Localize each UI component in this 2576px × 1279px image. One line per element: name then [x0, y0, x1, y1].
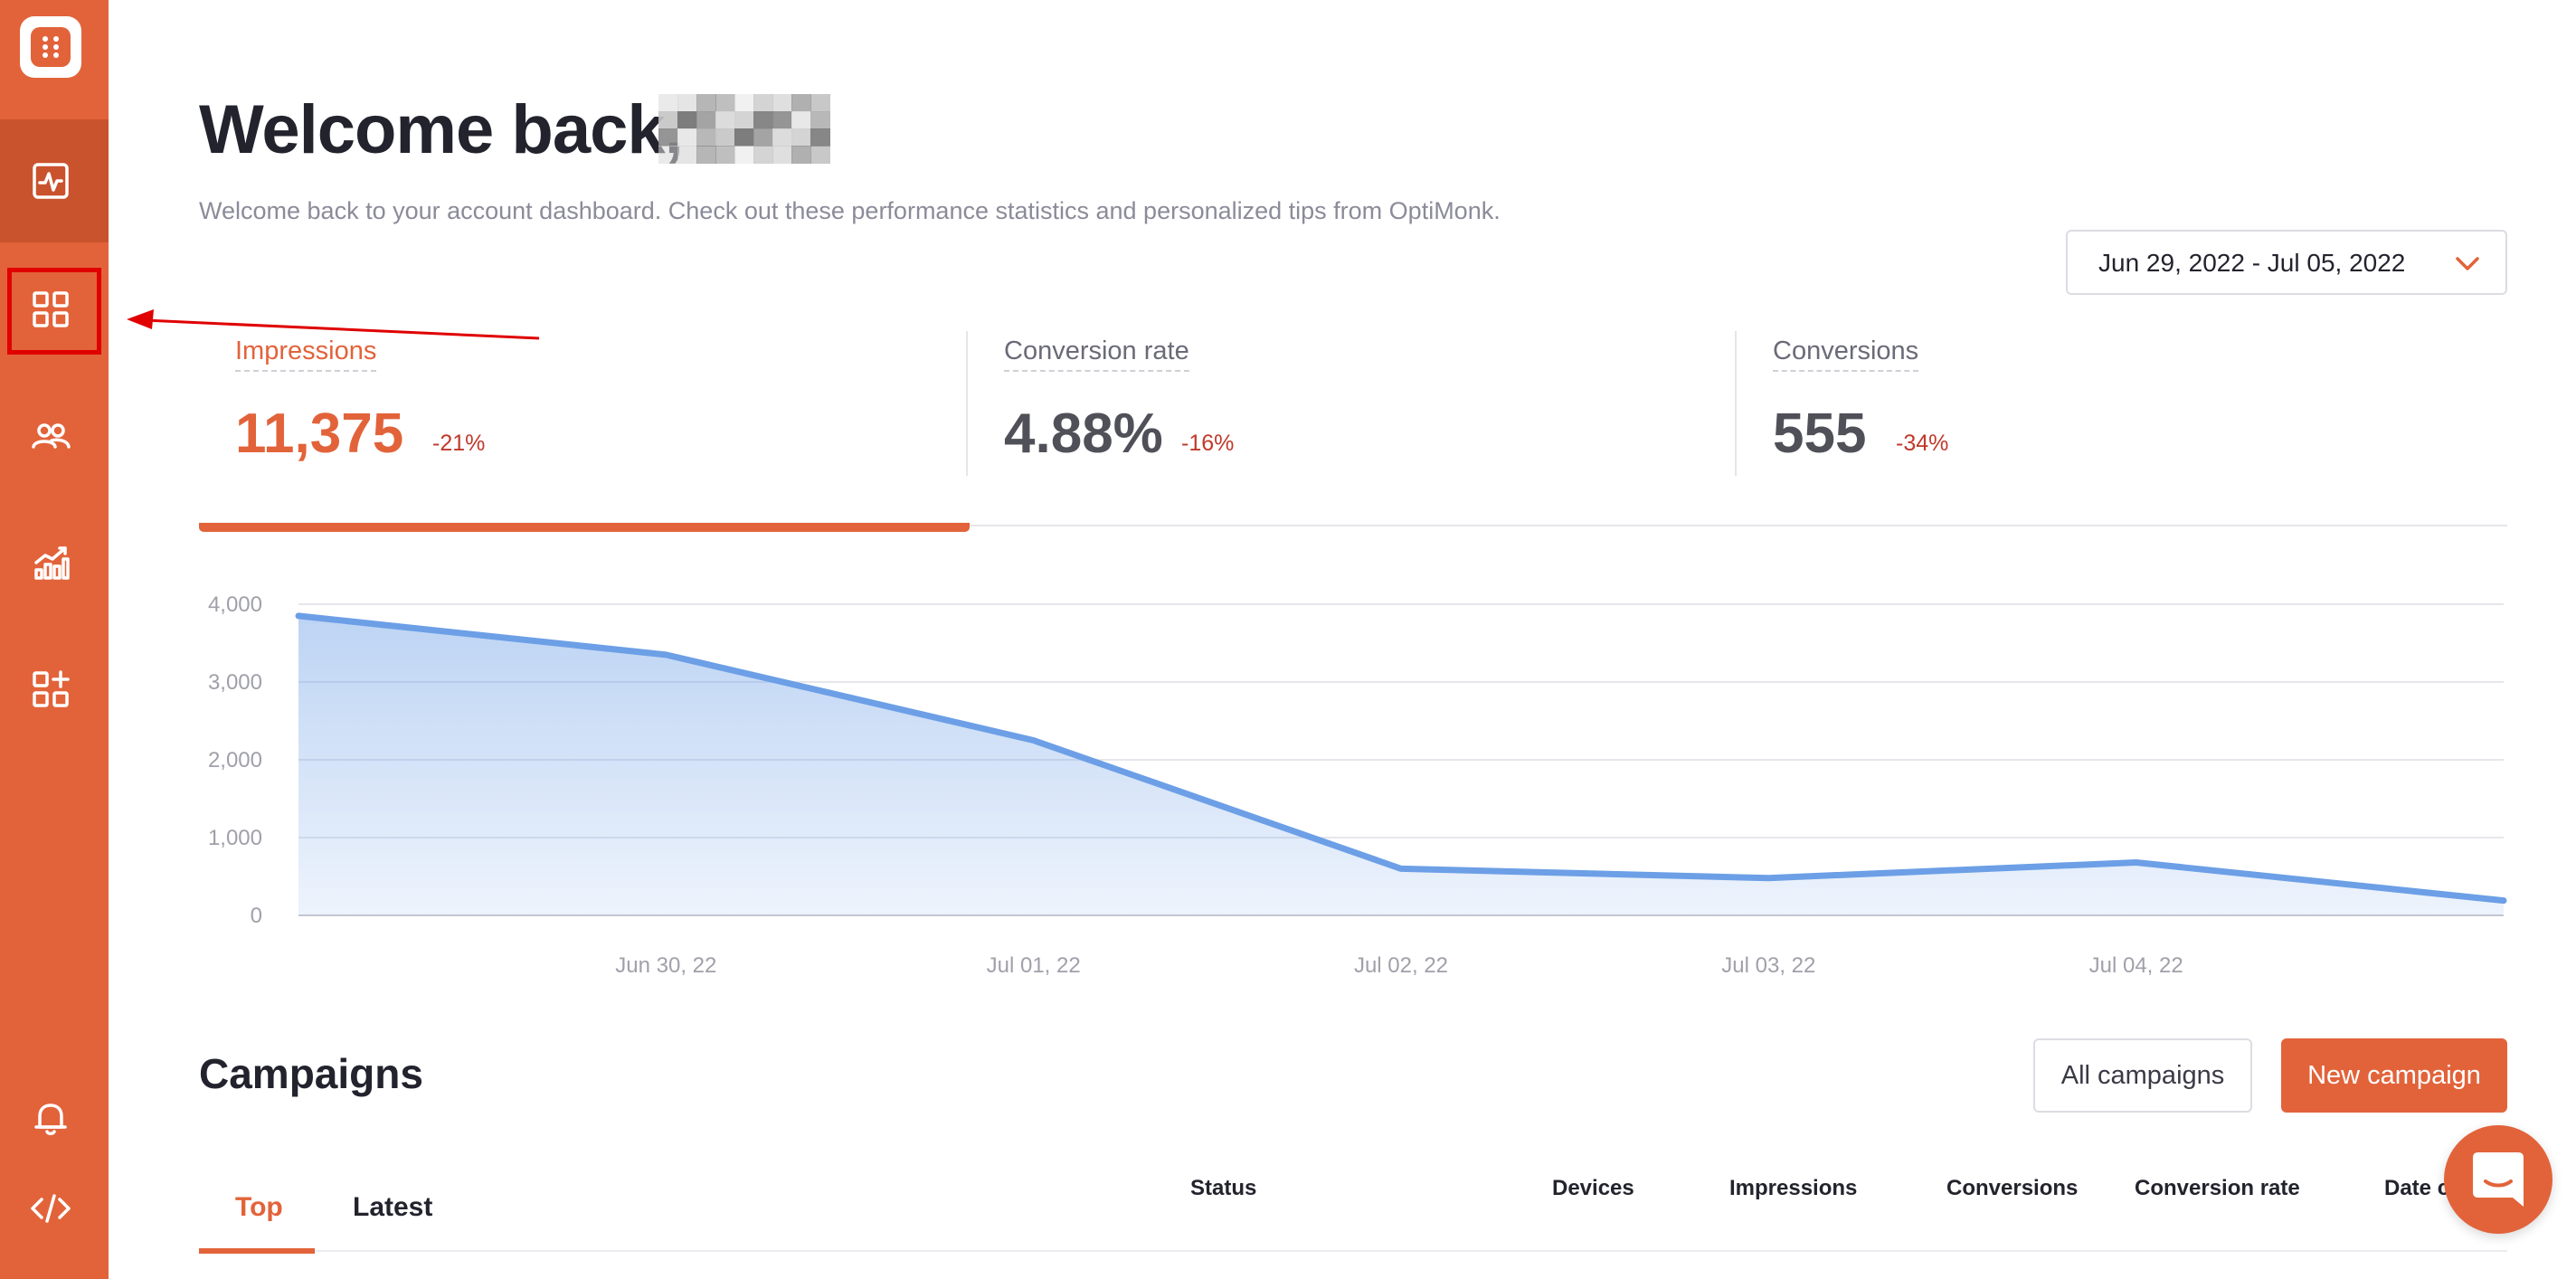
bell-icon	[34, 1104, 67, 1135]
divider	[966, 331, 968, 476]
y-tick-label: 4,000	[208, 592, 262, 617]
divider	[1735, 331, 1737, 476]
column-header-conversion-rate[interactable]: Conversion rate	[2135, 1176, 2300, 1200]
column-header-status[interactable]: Status	[1190, 1176, 1257, 1200]
activity-icon	[33, 163, 69, 199]
bar-chart-icon	[34, 546, 70, 580]
sidebar-item-integrations[interactable]	[27, 666, 74, 713]
users-icon	[32, 423, 71, 449]
y-tick-label: 3,000	[208, 670, 262, 695]
campaign-tabs-line	[199, 1250, 2507, 1252]
stat-value: 4.88%	[1004, 403, 1163, 465]
sidebar	[0, 0, 109, 1279]
series-line	[295, 612, 2507, 905]
x-tick-label: Jul 02, 22	[1354, 953, 1448, 978]
campaigns-title: Campaigns	[199, 1050, 423, 1097]
stat-delta: -34%	[1896, 431, 1949, 456]
tab-latest[interactable]: Latest	[353, 1192, 433, 1222]
sidebar-item-subscribers[interactable]	[27, 412, 74, 459]
column-header-conversions[interactable]: Conversions	[1946, 1176, 2079, 1200]
grid-icon	[33, 291, 69, 327]
optimonk-logo[interactable]	[20, 16, 81, 78]
new-campaign-button[interactable]: New campaign	[2281, 1038, 2507, 1113]
y-tick-label: 1,000	[208, 826, 262, 850]
page-subtitle: Welcome back to your account dashboard. …	[199, 197, 1501, 224]
chat-launcher-button[interactable]	[2444, 1125, 2552, 1234]
sidebar-item-notifications[interactable]	[27, 1094, 74, 1142]
stat-label: Conversion rate	[1004, 336, 1189, 372]
stat-value: 11,375	[235, 403, 404, 465]
series-area	[298, 615, 2504, 915]
all-campaigns-button[interactable]: All campaigns	[2033, 1038, 2252, 1113]
sidebar-item-code[interactable]	[27, 1185, 74, 1232]
date-range-select[interactable]: Jun 29, 2022 - Jul 05, 2022	[2066, 230, 2507, 295]
stat-conversions[interactable]: Conversions 555 -34%	[1773, 336, 1948, 465]
x-tick-label: Jul 01, 22	[987, 953, 1081, 978]
sidebar-item-dashboard[interactable]	[27, 157, 74, 204]
stat-conversion-rate[interactable]: Conversion rate 4.88% -16%	[1004, 336, 1234, 465]
stats-tab-line	[199, 525, 2507, 526]
y-tick-label: 2,000	[208, 748, 262, 772]
code-icon	[31, 1194, 71, 1223]
stat-label: Impressions	[235, 336, 377, 372]
stats-active-indicator	[199, 523, 970, 532]
column-header-date-created[interactable]: Date c	[2384, 1176, 2450, 1200]
column-header-devices[interactable]: Devices	[1552, 1176, 1634, 1200]
stat-delta: -21%	[432, 431, 486, 456]
tab-top[interactable]: Top	[235, 1192, 283, 1222]
sidebar-active-highlight	[0, 119, 109, 242]
sidebar-item-analytics[interactable]	[27, 539, 74, 586]
chevron-down-icon	[2456, 257, 2479, 270]
stat-value: 555	[1773, 403, 1867, 465]
y-tick-label: 0	[251, 904, 262, 928]
x-tick-label: Jul 03, 22	[1721, 953, 1815, 978]
campaign-tab-active-indicator	[199, 1248, 315, 1254]
x-tick-label: Jun 30, 22	[615, 953, 716, 978]
stat-label: Conversions	[1773, 336, 1919, 372]
blurred-username	[658, 94, 830, 164]
page-title: Welcome back,	[199, 91, 684, 168]
sidebar-item-campaigns[interactable]	[27, 286, 74, 333]
stat-delta: -16%	[1181, 431, 1235, 456]
date-range-value: Jun 29, 2022 - Jul 05, 2022	[2098, 249, 2406, 277]
x-tick-label: Jul 04, 22	[2089, 953, 2183, 978]
stat-impressions[interactable]: Impressions 11,375 -21%	[235, 336, 485, 465]
add-grid-icon	[33, 670, 70, 707]
annotation-highlight-box	[7, 268, 101, 355]
chat-icon	[2473, 1152, 2524, 1207]
column-header-impressions[interactable]: Impressions	[1729, 1176, 1858, 1200]
